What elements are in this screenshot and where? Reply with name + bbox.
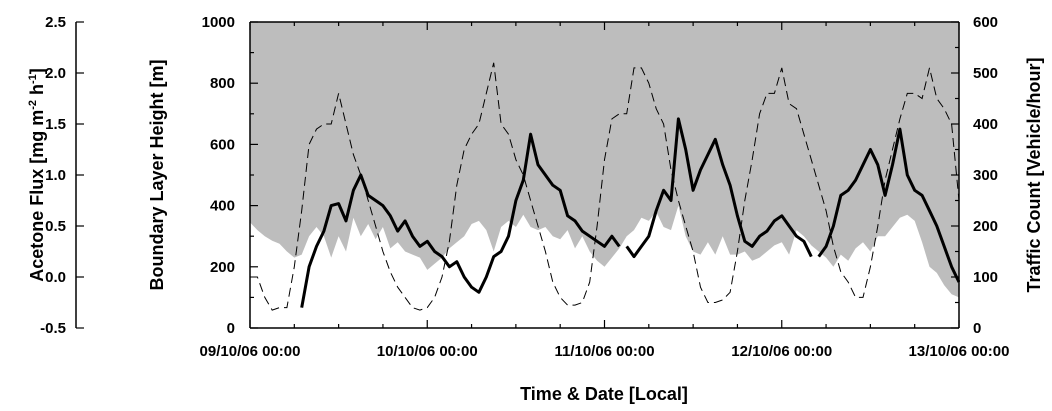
x-axis-title: Time & Date [Local] (520, 384, 688, 404)
acetone-axis-title: Acetone Flux [mg m-2 h-1] (27, 68, 47, 282)
acetone-tick-label: 1.5 (45, 116, 66, 133)
traffic-axis-title: Traffic Count [Vehicle/hour] (1024, 57, 1044, 292)
acetone-tick-label: 2.5 (45, 14, 66, 31)
boundary-tick-label: 800 (210, 75, 235, 92)
x-tick-label: 13/10/06 00:00 (909, 343, 1010, 360)
boundary-axis-title: Boundary Layer Height [m] (147, 59, 167, 290)
acetone-tick-label: -0.5 (40, 320, 66, 337)
boundary-tick-label: 1000 (202, 14, 235, 31)
x-tick-label: 12/10/06 00:00 (731, 343, 832, 360)
traffic-tick-label: 0 (973, 320, 981, 337)
boundary-tick-label: 600 (210, 136, 235, 153)
x-tick-label: 10/10/06 00:00 (377, 343, 478, 360)
acetone-flux-segment-0 (300, 132, 621, 308)
acetone-flux-segment-1 (625, 117, 813, 259)
ticks (76, 21, 960, 329)
acetone-flux-line (300, 117, 960, 308)
traffic-tick-label: 200 (973, 218, 998, 235)
acetone-tick-label: 2.0 (45, 65, 66, 82)
traffic-count-line (250, 62, 960, 311)
boundary-tick-label: 200 (210, 259, 235, 276)
acetone-tick-label: 0.0 (45, 269, 66, 286)
plot-area (250, 22, 960, 311)
boundary-tick-label: 400 (210, 198, 235, 215)
traffic-tick-label: 600 (973, 14, 998, 31)
boundary-tick-label: 0 (227, 320, 235, 337)
traffic-tick-label: 300 (973, 167, 998, 184)
x-tick-label: 11/10/06 00:00 (554, 343, 654, 360)
acetone-tick-label: 0.5 (45, 218, 66, 235)
acetone-flux-segment-2 (817, 127, 960, 283)
traffic-tick-label: 500 (973, 65, 998, 82)
acetone-tick-label: 1.0 (45, 167, 66, 184)
traffic-tick-label: 400 (973, 116, 998, 133)
x-tick-label: 09/10/06 00:00 (200, 343, 301, 360)
traffic-tick-label: 100 (973, 269, 998, 286)
tick-labels: -0.50.00.51.01.52.02.5020040060080010000… (40, 14, 1009, 360)
